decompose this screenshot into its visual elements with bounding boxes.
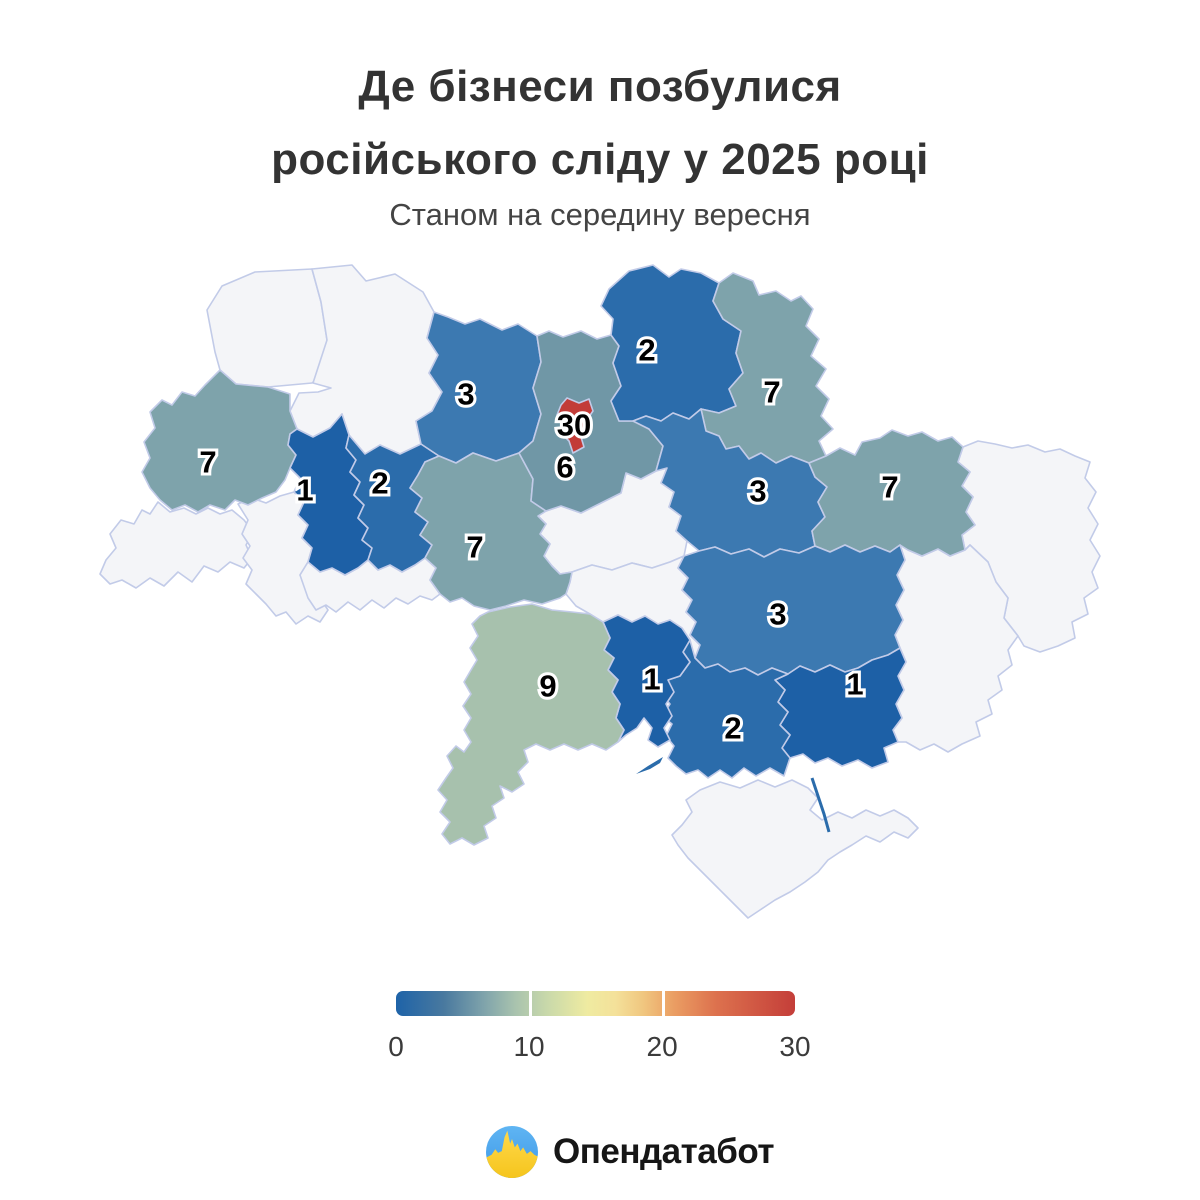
- region-value-sumy: 7: [763, 375, 780, 410]
- page-subtitle: Станом на середину вересня: [389, 197, 811, 232]
- opendatabot-wordmark: Опендатабот: [553, 1132, 775, 1171]
- title-line-1: Де бізнеси позбулися: [358, 62, 842, 111]
- region-value-zaporizhzhia: 1: [846, 667, 863, 702]
- page-title: Де бізнеси позбулися російського сліду у…: [0, 50, 1200, 196]
- region-zakarpattia: [99, 501, 254, 589]
- region-value-kharkiv: 7: [881, 470, 898, 505]
- map-labels: 7 1 2 3 7 6 2 7 3 7 3 1 2 1 9 30: [196, 330, 901, 749]
- region-value-odesa: 9: [539, 669, 556, 704]
- region-value-chernihiv: 2: [638, 333, 655, 368]
- region-value-vinnytsia: 7: [466, 530, 483, 565]
- region-kyiv-oblast: [518, 330, 664, 514]
- region-odesa: [437, 603, 625, 846]
- kinburn-spit: [636, 757, 663, 774]
- color-scale-bar: [396, 991, 795, 1016]
- map-regions: [99, 264, 1101, 919]
- region-value-kyiv-oblast: 6: [556, 450, 573, 485]
- region-value-kherson: 2: [724, 711, 741, 746]
- region-kherson: [659, 639, 791, 779]
- map-decorations: [636, 757, 831, 833]
- region-dnipro: [677, 544, 906, 676]
- title-line-2: російського сліду у 2025 році: [271, 135, 929, 184]
- region-value-mykolaiv: 1: [643, 662, 660, 697]
- region-volyn: [206, 268, 332, 388]
- legend-separator: [529, 991, 532, 1016]
- region-kyiv-city: [556, 397, 594, 454]
- region-value-ternopil: 1: [296, 473, 313, 508]
- region-kharkiv: [808, 429, 976, 557]
- legend-separator: [662, 991, 665, 1016]
- region-lviv: [141, 369, 298, 513]
- brand-footer: Опендатабот: [486, 1122, 775, 1182]
- arabat-spit: [810, 777, 831, 833]
- region-value-poltava: 3: [749, 474, 766, 509]
- region-crimea: [671, 779, 919, 919]
- legend-tick-0: 0: [388, 1031, 404, 1062]
- legend-tick-20: 20: [646, 1031, 678, 1062]
- region-value-khmelnytskyi: 2: [371, 466, 388, 501]
- opendatabot-logo-icon: [486, 1126, 538, 1178]
- region-value-kyiv-city: 30: [557, 408, 591, 443]
- color-scale-ticks: 0 10 20 30: [388, 1030, 810, 1064]
- region-value-dnipro: 3: [769, 597, 786, 632]
- region-value-zhytomyr: 3: [457, 377, 474, 412]
- logo-skyline: [486, 1130, 538, 1178]
- region-value-lviv: 7: [199, 445, 216, 480]
- legend-tick-10: 10: [513, 1031, 545, 1062]
- legend-tick-30: 30: [779, 1031, 811, 1062]
